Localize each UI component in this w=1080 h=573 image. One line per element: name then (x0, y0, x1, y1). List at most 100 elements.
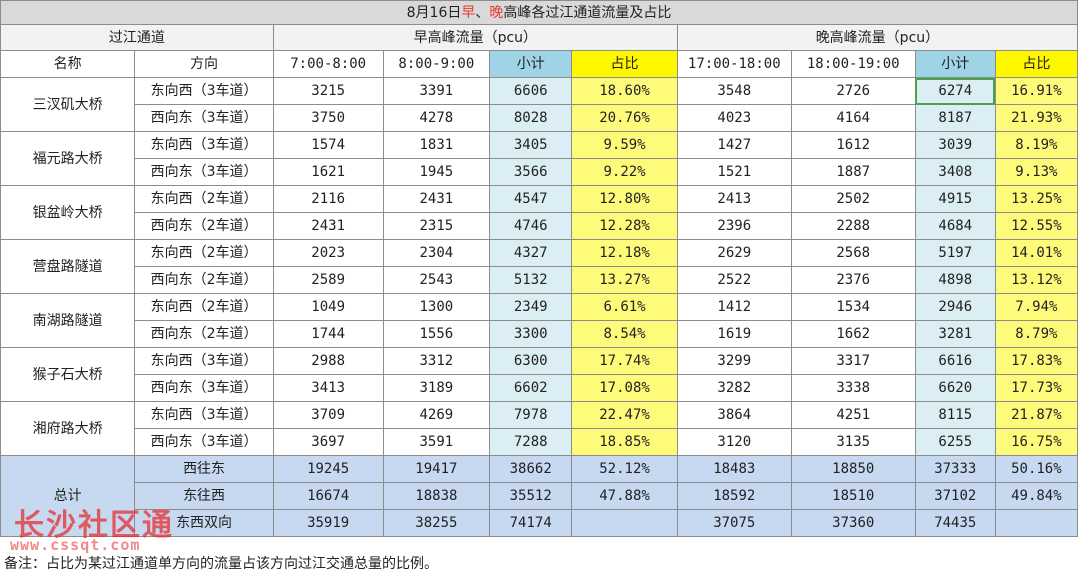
total-evening-subtotal-cell[interactable]: 74435 (914, 509, 996, 537)
direction-cell[interactable]: 西向东（3车道） (134, 374, 274, 402)
total-evening-ratio-cell[interactable] (994, 509, 1079, 537)
morning-hour-2-cell[interactable]: 2304 (382, 239, 491, 267)
evening-hour-2-cell[interactable]: 1887 (790, 158, 916, 186)
direction-cell[interactable]: 东向西（3车道） (134, 401, 274, 429)
evening-ratio-cell[interactable]: 16.91% (994, 77, 1079, 105)
evening-subtotal-cell[interactable]: 3408 (914, 158, 996, 186)
header-morning-hour-2[interactable]: 8:00-9:00 (382, 50, 491, 78)
total-evening-subtotal-cell[interactable]: 37102 (914, 482, 996, 510)
evening-ratio-cell[interactable]: 21.93% (994, 104, 1079, 132)
evening-subtotal-cell[interactable]: 3281 (914, 320, 996, 348)
morning-ratio-cell[interactable]: 18.85% (571, 428, 678, 456)
direction-cell[interactable]: 东向西（3车道） (134, 131, 274, 159)
evening-hour-2-cell[interactable]: 1534 (790, 293, 916, 321)
header-direction[interactable]: 方向 (134, 50, 274, 78)
direction-cell[interactable]: 东向西（2车道） (134, 239, 274, 267)
evening-hour-2-cell[interactable]: 2726 (790, 77, 916, 105)
morning-ratio-cell[interactable]: 13.27% (571, 266, 678, 294)
evening-hour-2-cell[interactable]: 2568 (790, 239, 916, 267)
header-evening-ratio[interactable]: 占比 (994, 50, 1079, 78)
morning-subtotal-cell[interactable]: 5132 (489, 266, 573, 294)
morning-hour-1-cell[interactable]: 2589 (272, 266, 384, 294)
evening-hour-1-cell[interactable]: 3282 (676, 374, 792, 402)
morning-subtotal-cell[interactable]: 7288 (489, 428, 573, 456)
direction-cell[interactable]: 东向西（3车道） (134, 77, 274, 105)
header-morning-group[interactable]: 早高峰流量（pcu） (272, 24, 678, 51)
evening-hour-1-cell[interactable]: 2413 (676, 185, 792, 213)
channel-name[interactable]: 湘府路大桥 (0, 401, 136, 456)
evening-subtotal-cell[interactable]: 8115 (914, 401, 996, 429)
total-evening-hour-1-cell[interactable]: 18483 (676, 455, 792, 483)
direction-cell[interactable]: 西向东（3车道） (134, 428, 274, 456)
evening-hour-1-cell[interactable]: 3120 (676, 428, 792, 456)
morning-subtotal-cell[interactable]: 8028 (489, 104, 573, 132)
morning-hour-2-cell[interactable]: 3312 (382, 347, 491, 375)
evening-subtotal-cell[interactable]: 3039 (914, 131, 996, 159)
channel-name[interactable]: 三汊矶大桥 (0, 77, 136, 132)
morning-ratio-cell[interactable]: 17.08% (571, 374, 678, 402)
morning-ratio-cell[interactable]: 8.54% (571, 320, 678, 348)
evening-subtotal-cell[interactable]: 4898 (914, 266, 996, 294)
direction-cell[interactable]: 西向东（3车道） (134, 104, 274, 132)
evening-hour-1-cell[interactable]: 3548 (676, 77, 792, 105)
evening-subtotal-cell[interactable]: 8187 (914, 104, 996, 132)
morning-hour-2-cell[interactable]: 3591 (382, 428, 491, 456)
evening-hour-1-cell[interactable]: 1521 (676, 158, 792, 186)
evening-hour-2-cell[interactable]: 3338 (790, 374, 916, 402)
channel-name[interactable]: 银盆岭大桥 (0, 185, 136, 240)
total-morning-hour-1-cell[interactable]: 19245 (272, 455, 384, 483)
morning-subtotal-cell[interactable]: 3300 (489, 320, 573, 348)
morning-ratio-cell[interactable]: 6.61% (571, 293, 678, 321)
evening-hour-2-cell[interactable]: 2288 (790, 212, 916, 240)
morning-ratio-cell[interactable]: 12.18% (571, 239, 678, 267)
header-morning-ratio[interactable]: 占比 (571, 50, 678, 78)
evening-subtotal-cell[interactable]: 6274 (914, 77, 996, 105)
morning-hour-1-cell[interactable]: 1049 (272, 293, 384, 321)
morning-hour-1-cell[interactable]: 3697 (272, 428, 384, 456)
evening-ratio-cell[interactable]: 7.94% (994, 293, 1079, 321)
morning-hour-1-cell[interactable]: 1621 (272, 158, 384, 186)
morning-hour-2-cell[interactable]: 3189 (382, 374, 491, 402)
total-morning-hour-2-cell[interactable]: 18838 (382, 482, 491, 510)
evening-hour-2-cell[interactable]: 2376 (790, 266, 916, 294)
total-morning-hour-1-cell[interactable]: 35919 (272, 509, 384, 537)
morning-hour-2-cell[interactable]: 2543 (382, 266, 491, 294)
morning-hour-1-cell[interactable]: 2988 (272, 347, 384, 375)
header-evening-subtotal[interactable]: 小计 (914, 50, 996, 78)
morning-subtotal-cell[interactable]: 4746 (489, 212, 573, 240)
morning-hour-1-cell[interactable]: 3215 (272, 77, 384, 105)
direction-cell[interactable]: 东向西（2车道） (134, 293, 274, 321)
evening-hour-1-cell[interactable]: 3864 (676, 401, 792, 429)
morning-hour-2-cell[interactable]: 4269 (382, 401, 491, 429)
morning-subtotal-cell[interactable]: 6606 (489, 77, 573, 105)
evening-hour-2-cell[interactable]: 1612 (790, 131, 916, 159)
evening-subtotal-cell[interactable]: 2946 (914, 293, 996, 321)
evening-subtotal-cell[interactable]: 6255 (914, 428, 996, 456)
total-morning-hour-1-cell[interactable]: 16674 (272, 482, 384, 510)
channel-name[interactable]: 南湖路隧道 (0, 293, 136, 348)
evening-hour-2-cell[interactable]: 1662 (790, 320, 916, 348)
morning-subtotal-cell[interactable]: 6602 (489, 374, 573, 402)
total-evening-hour-1-cell[interactable]: 18592 (676, 482, 792, 510)
evening-ratio-cell[interactable]: 17.83% (994, 347, 1079, 375)
direction-cell[interactable]: 西向东（2车道） (134, 212, 274, 240)
evening-hour-1-cell[interactable]: 2629 (676, 239, 792, 267)
evening-hour-1-cell[interactable]: 4023 (676, 104, 792, 132)
evening-hour-2-cell[interactable]: 3135 (790, 428, 916, 456)
total-evening-hour-1-cell[interactable]: 37075 (676, 509, 792, 537)
header-evening-hour-1[interactable]: 17:00-18:00 (676, 50, 792, 78)
morning-ratio-cell[interactable]: 20.76% (571, 104, 678, 132)
evening-subtotal-cell[interactable]: 6616 (914, 347, 996, 375)
morning-ratio-cell[interactable]: 9.59% (571, 131, 678, 159)
evening-subtotal-cell[interactable]: 4684 (914, 212, 996, 240)
total-morning-ratio-cell[interactable]: 52.12% (571, 455, 678, 483)
total-evening-ratio-cell[interactable]: 49.84% (994, 482, 1079, 510)
evening-hour-1-cell[interactable]: 1619 (676, 320, 792, 348)
evening-hour-1-cell[interactable]: 1427 (676, 131, 792, 159)
evening-hour-2-cell[interactable]: 4164 (790, 104, 916, 132)
evening-subtotal-cell[interactable]: 4915 (914, 185, 996, 213)
total-morning-ratio-cell[interactable]: 47.88% (571, 482, 678, 510)
morning-hour-2-cell[interactable]: 1945 (382, 158, 491, 186)
total-direction-cell[interactable]: 东往西 (134, 482, 274, 510)
header-morning-subtotal[interactable]: 小计 (489, 50, 573, 78)
